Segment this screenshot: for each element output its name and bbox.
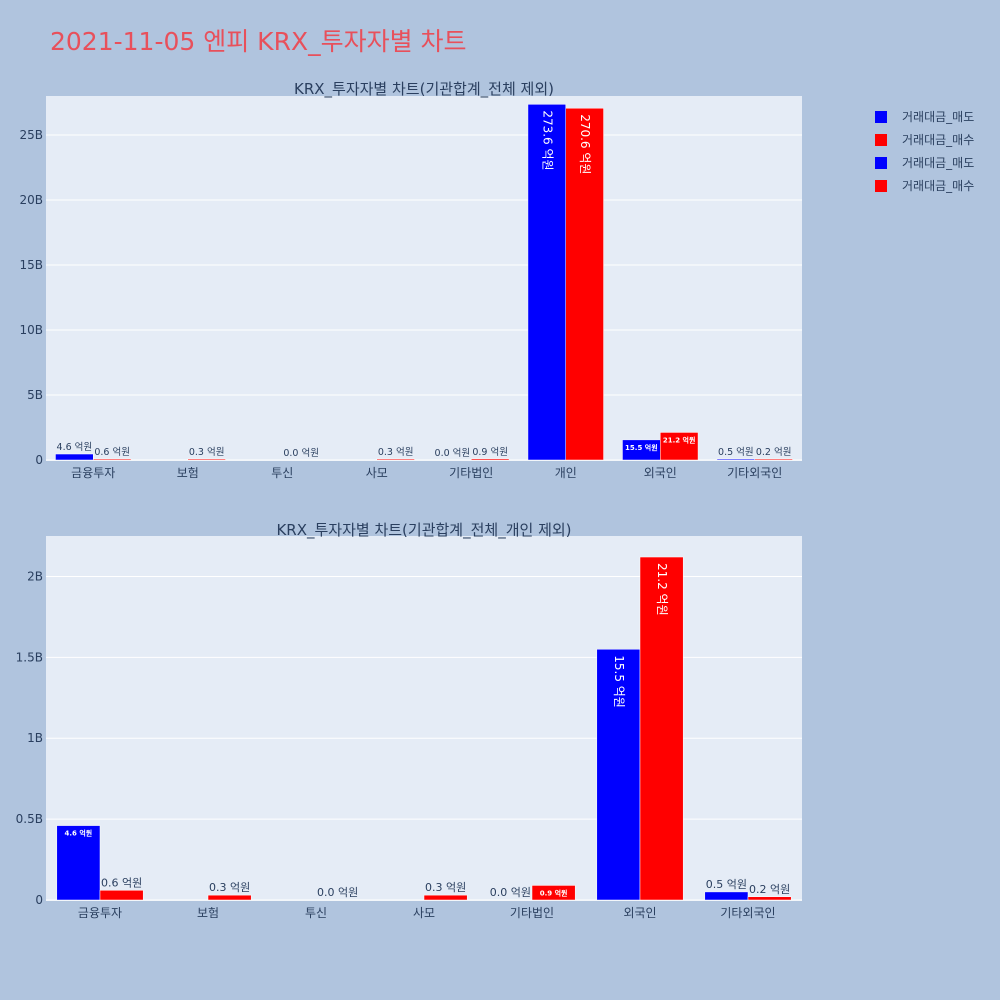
x-tick-label: 외국인 <box>623 906 656 920</box>
y-tick-label: 1B <box>27 731 43 745</box>
data-label: 0.2 억원 <box>749 883 790 896</box>
data-label: 0.0 억원 <box>317 886 358 899</box>
y-tick-label: 25B <box>19 128 43 142</box>
data-label: 21.2 억원 <box>663 435 696 444</box>
x-tick-label: 기타법인 <box>449 466 493 480</box>
chart-title: KRX_투자자별 차트(기관합계_전체_개인 제외) <box>276 521 571 540</box>
legend-swatch <box>875 133 887 146</box>
x-tick-label: 기타법인 <box>510 906 554 920</box>
data-label: 270.6 억원 <box>578 114 592 174</box>
chart-title: KRX_투자자별 차트(기관합계_전체 제외) <box>294 80 554 99</box>
bar <box>531 885 576 901</box>
legend-item[interactable]: 거래대금_매도 <box>875 151 974 174</box>
y-tick-label: 0 <box>35 893 43 907</box>
y-tick-label: 1.5B <box>16 650 43 664</box>
bar <box>747 896 792 901</box>
y-tick-label: 0.5B <box>16 812 43 826</box>
x-tick-label: 기타외국인 <box>727 466 782 480</box>
bar <box>596 648 641 901</box>
data-label: 273.6 억원 <box>540 110 554 170</box>
x-tick-label: 보험 <box>197 906 219 920</box>
data-label: 0.6 억원 <box>101 876 142 889</box>
bar <box>660 432 699 461</box>
x-tick-label: 투신 <box>271 466 293 480</box>
data-label: 0.2 억원 <box>756 446 792 458</box>
bar <box>639 556 684 901</box>
x-tick-label: 기타외국인 <box>720 906 775 920</box>
bar <box>376 458 415 461</box>
data-label: 0.0 억원 <box>283 447 319 459</box>
legend-label: 거래대금_매수 <box>902 179 975 193</box>
data-label: 0.9 억원 <box>472 446 508 458</box>
legend-swatch <box>875 179 887 192</box>
bar <box>55 453 94 461</box>
data-label: 0.0 억원 <box>490 886 531 899</box>
data-label: 0.3 억원 <box>378 446 414 458</box>
y-tick-label: 0 <box>35 453 43 467</box>
legend-swatch <box>875 110 887 123</box>
x-tick-label: 사모 <box>366 466 388 480</box>
data-label: 0.3 억원 <box>425 881 466 894</box>
plot-area <box>46 536 802 901</box>
data-label: 15.5 억원 <box>612 655 626 708</box>
bar <box>754 458 793 461</box>
data-label: 0.3 억원 <box>209 881 250 894</box>
legend[interactable]: 거래대금_매도 거래대금_매수 거래대금_매도 거래대금_매수 <box>875 105 974 197</box>
y-tick-label: 20B <box>19 193 43 207</box>
data-label: 21.2 억원 <box>655 563 669 616</box>
x-tick-label: 투신 <box>305 906 327 920</box>
bar <box>716 458 756 461</box>
x-tick-label: 개인 <box>555 466 577 480</box>
y-tick-label: 5B <box>27 388 43 402</box>
data-label: 15.5 억원 <box>625 443 658 452</box>
x-tick-label: 금융투자 <box>78 906 122 920</box>
legend-item[interactable]: 거래대금_매수 <box>875 174 974 197</box>
bar <box>56 825 101 901</box>
data-label: 4.6 억원 <box>65 829 93 838</box>
y-tick-label: 15B <box>19 258 43 272</box>
data-label: 0.5 억원 <box>718 446 754 458</box>
y-tick-label: 2B <box>27 569 43 583</box>
plot-area <box>46 96 802 461</box>
bar <box>207 894 252 901</box>
bar <box>471 458 510 461</box>
bar <box>423 894 468 901</box>
legend-item[interactable]: 거래대금_매수 <box>875 128 974 151</box>
data-label: 0.5 억원 <box>706 878 747 891</box>
data-label: 0.3 억원 <box>189 446 225 458</box>
bar <box>704 891 749 901</box>
x-tick-label: 금융투자 <box>71 466 115 480</box>
legend-item[interactable]: 거래대금_매도 <box>875 105 974 128</box>
legend-label: 거래대금_매도 <box>902 110 975 124</box>
y-tick-label: 10B <box>19 323 43 337</box>
data-label: 0.6 억원 <box>94 446 130 458</box>
x-tick-label: 사모 <box>413 906 435 920</box>
bar <box>99 890 144 901</box>
x-tick-label: 보험 <box>177 466 199 480</box>
data-label: 4.6 억원 <box>57 441 93 453</box>
bar <box>93 458 132 461</box>
data-label: 0.9 억원 <box>540 888 568 897</box>
legend-swatch <box>875 156 887 169</box>
legend-label: 거래대금_매도 <box>902 156 975 170</box>
x-tick-label: 외국인 <box>644 466 677 480</box>
bar <box>187 458 226 461</box>
bar <box>565 107 604 461</box>
legend-label: 거래대금_매수 <box>902 133 975 147</box>
data-label: 0.0 억원 <box>435 447 471 459</box>
page-title: 2021-11-05 엔피 KRX_투자자별 차트 <box>50 27 467 56</box>
